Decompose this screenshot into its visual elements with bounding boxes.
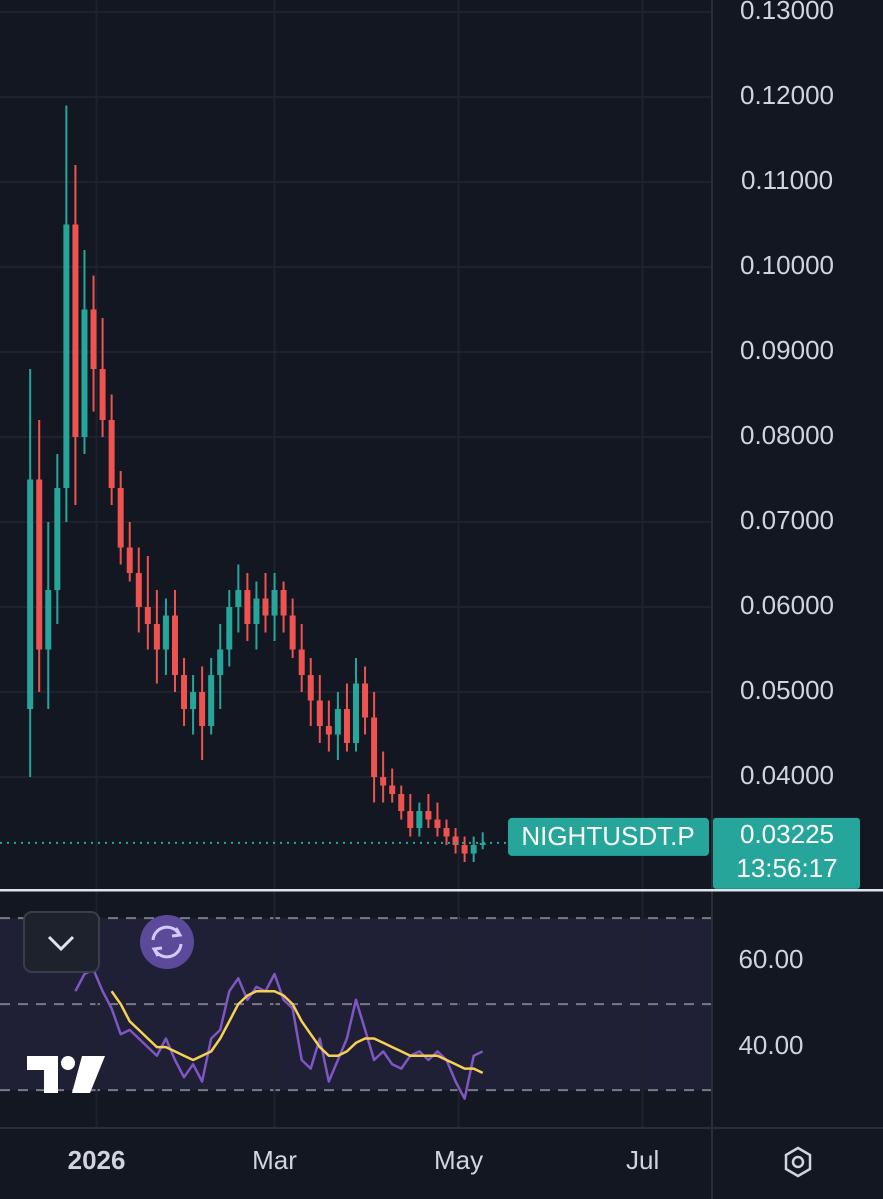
x-tick-label: Mar bbox=[252, 1145, 297, 1175]
candle-body bbox=[452, 836, 459, 846]
candle-body bbox=[199, 692, 206, 727]
candle-body bbox=[226, 607, 233, 650]
candle-body bbox=[99, 369, 106, 421]
candle-body bbox=[27, 479, 34, 710]
candle-body bbox=[108, 420, 115, 489]
y-tick-label: 0.06000 bbox=[740, 590, 834, 620]
y-tick-label: 0.05000 bbox=[740, 675, 834, 705]
candle-body bbox=[425, 811, 432, 820]
y-tick-label: 40.00 bbox=[738, 1030, 803, 1060]
candle-body bbox=[72, 224, 79, 438]
candle-body bbox=[253, 598, 260, 625]
countdown-label: 13:56:17 bbox=[736, 853, 837, 883]
chevron-icon bbox=[47, 935, 75, 952]
x-tick-label: Jul bbox=[626, 1145, 659, 1175]
settings-icon-center bbox=[791, 1155, 805, 1169]
y-tick-label: 0.12000 bbox=[740, 80, 834, 110]
labels: 0.04000 0.05000 0.06000 0.07000 0.08000 0.090… bbox=[68, 0, 860, 1175]
settings-icon[interactable] bbox=[784, 1146, 812, 1178]
refresh-button[interactable] bbox=[140, 915, 194, 969]
candle-body bbox=[362, 683, 369, 718]
grid bbox=[0, 0, 712, 1128]
candle-body bbox=[181, 675, 188, 710]
last-price-label: 0.03225 bbox=[740, 819, 834, 849]
candle-body bbox=[208, 675, 215, 727]
y-tick-label: 0.13000 bbox=[740, 0, 834, 25]
candle-body bbox=[334, 709, 341, 735]
candle-body bbox=[190, 692, 197, 710]
y-tick-label: 0.07000 bbox=[740, 505, 834, 535]
candle-body bbox=[90, 309, 97, 370]
candle-body bbox=[307, 675, 314, 701]
candle-body bbox=[434, 819, 441, 829]
symbol-tag bbox=[508, 817, 709, 856]
y-tick-label: 0.04000 bbox=[740, 760, 834, 790]
candle-body bbox=[407, 811, 414, 829]
candle-body bbox=[289, 615, 296, 650]
candle-body bbox=[117, 488, 124, 548]
candle-body bbox=[171, 615, 178, 676]
y-tick-label: 60.00 bbox=[738, 944, 803, 974]
candle-body bbox=[63, 224, 70, 489]
pane-separator bbox=[0, 889, 883, 892]
candle-body bbox=[298, 649, 305, 676]
candle-body bbox=[126, 547, 133, 574]
candle-body bbox=[398, 794, 405, 812]
candle-body bbox=[153, 624, 160, 650]
refresh-icon bbox=[151, 925, 183, 959]
candle-body bbox=[461, 845, 468, 854]
y-tick-label: 0.09000 bbox=[740, 335, 834, 365]
candle-body bbox=[262, 598, 269, 616]
candle-body bbox=[135, 573, 142, 608]
y-tick-label: 0.08000 bbox=[740, 420, 834, 450]
candle-body bbox=[380, 777, 387, 786]
candle-body bbox=[389, 785, 396, 795]
x-tick-label: 2026 bbox=[68, 1145, 126, 1175]
candle-body bbox=[371, 717, 378, 778]
candle-body bbox=[244, 590, 251, 625]
last-price-box bbox=[713, 817, 860, 889]
indicator-line bbox=[74, 968, 484, 1100]
candle-body bbox=[470, 845, 477, 854]
symbol-label: NIGHTUSDT.P bbox=[521, 821, 694, 851]
candle-body bbox=[144, 607, 151, 625]
candle-body bbox=[325, 726, 332, 735]
collapse-button[interactable] bbox=[23, 911, 100, 973]
candle-body bbox=[343, 709, 350, 744]
candle-body bbox=[45, 590, 52, 650]
y-tick-label: 0.11000 bbox=[741, 165, 833, 195]
candle-body bbox=[443, 828, 450, 837]
candle-body bbox=[280, 590, 287, 616]
marks bbox=[0, 105, 712, 1100]
x-tick-label: May bbox=[434, 1145, 483, 1175]
candle-body bbox=[235, 590, 242, 608]
candle-body bbox=[271, 590, 278, 616]
candle-body bbox=[54, 488, 61, 591]
y-tick-label: 0.10000 bbox=[740, 250, 834, 280]
candle-body bbox=[36, 479, 43, 650]
indicator-line bbox=[110, 989, 484, 1075]
candle-body bbox=[162, 615, 169, 650]
tradingview-logo bbox=[27, 1056, 105, 1093]
candle-body bbox=[416, 811, 423, 829]
candle-body bbox=[217, 649, 224, 676]
candle-body bbox=[81, 309, 88, 438]
candle-body bbox=[479, 842, 486, 846]
candle-body bbox=[316, 700, 323, 727]
candle-body bbox=[353, 683, 359, 744]
